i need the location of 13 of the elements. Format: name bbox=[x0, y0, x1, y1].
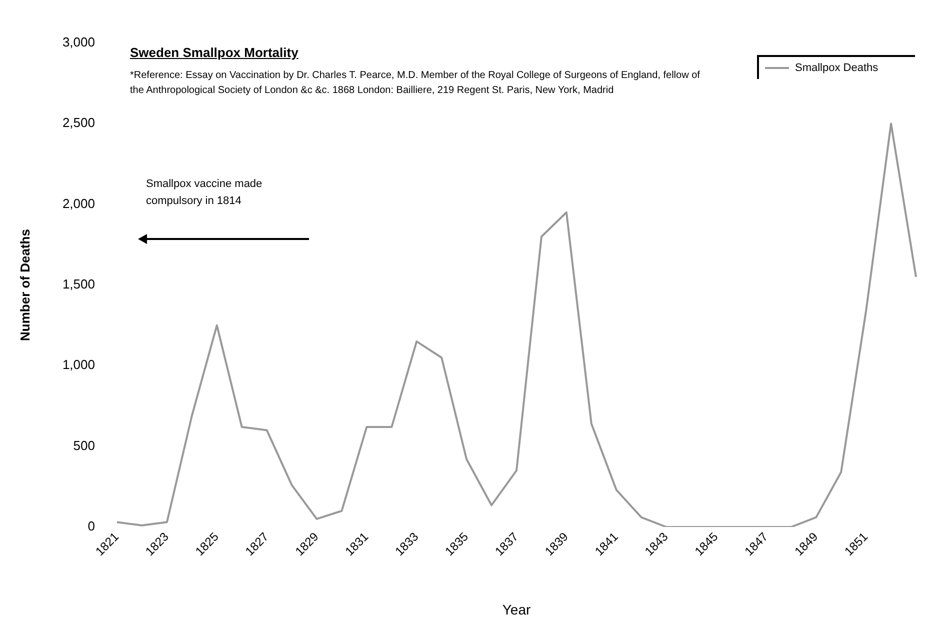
y-tick-label: 2,000 bbox=[62, 196, 95, 211]
y-tick-label: 3,000 bbox=[62, 34, 95, 50]
text: *Reference: Essay on Vaccination by Dr. Charles T. Pearce, M.D. Member of the Royal College of Surgeons of England, fellow of the Anthropological Society of London &c &c. 1868 London: Bailliere, 219 Regent St. Paris, New York, Madrid bbox=[130, 69, 700, 98]
annotation: Smallpox vaccine made compulsory in 1814 bbox=[146, 177, 264, 209]
y-tick-label: 1,500 bbox=[62, 276, 95, 292]
y-axis-title: Number of Deaths bbox=[17, 229, 32, 341]
y-tick-label: 500 bbox=[73, 438, 95, 453]
y-tick-label: 2,500 bbox=[62, 115, 95, 130]
y-tick-label: 0 bbox=[88, 518, 95, 534]
x-axis-title: Year bbox=[502, 601, 531, 618]
y-tick-label: 1,000 bbox=[62, 357, 95, 372]
legend-label: Smallpox Deaths bbox=[795, 62, 878, 74]
chart-title: Sweden Smallpox Mortality bbox=[130, 45, 298, 60]
